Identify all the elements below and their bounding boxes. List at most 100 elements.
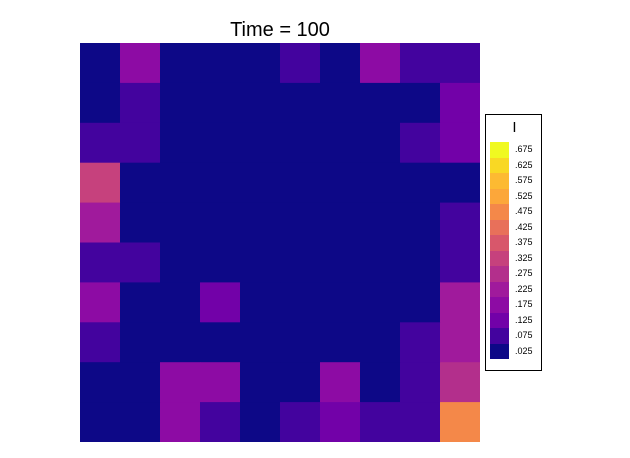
heatmap-cell [400,122,441,164]
heatmap-cell [400,43,441,84]
heatmap-cell [400,362,441,403]
legend-label: .475 [515,206,533,216]
heatmap-cell [440,122,480,164]
heatmap-cell [320,282,361,323]
heatmap-cell [120,282,161,323]
heatmap-cell [120,43,161,84]
heatmap-cell [200,322,241,363]
legend-key: .625 [490,157,533,173]
legend-swatch [490,219,509,235]
heatmap-cell [320,43,361,84]
heatmap-cell [200,362,241,403]
legend: I .675 .625 .575 .525 .475 .425 .375 .325 .275 .2… [485,114,542,371]
heatmap-cell [240,162,281,203]
heatmap-cell [440,82,480,124]
legend-label: .625 [515,159,533,170]
heatmap-cell [320,242,361,283]
legend-swatch [490,157,509,173]
heatmap-cell [360,82,401,124]
heatmap-cell [440,362,480,403]
heatmap-cell [240,122,281,164]
heatmap-cell [440,322,480,363]
legend-swatch [490,266,509,282]
heatmap-cell [280,82,321,124]
heatmap-cell [280,122,321,164]
heatmap-cell [360,242,401,283]
heatmap-cell [280,362,321,403]
legend-key: .475 [490,204,533,220]
legend-label: .025 [515,345,533,356]
legend-swatch [490,312,509,328]
legend-key: .025 [490,343,533,359]
legend-swatch [490,343,509,359]
heatmap-cell [320,122,361,164]
heatmap-cell [200,242,241,283]
legend-key: .525 [490,188,533,204]
heatmap-cell [80,162,121,203]
heatmap-cell [200,43,241,84]
heatmap-cell [240,202,281,243]
legend-key: .125 [490,312,533,328]
heatmap-cell [160,122,201,164]
chart-title: Time = 100 [230,19,330,41]
heatmap-cell [160,162,201,203]
heatmap-cell [320,362,361,403]
heatmap-cell [160,242,201,283]
heatmap-cell [200,82,241,124]
legend-label: .075 [515,330,533,340]
heatmap-cell [400,82,441,124]
legend-label: .125 [515,314,533,325]
heatmap-cell [160,282,201,323]
heatmap-cell [440,202,480,243]
heatmap-cell [440,402,480,442]
legend-swatch [490,204,509,220]
heatmap-cell [360,362,401,403]
heatmap-grid [80,43,480,442]
legend-label: .425 [515,221,533,232]
legend-label: .675 [515,144,533,154]
heatmap-cell [160,362,201,403]
legend-key: .075 [490,328,533,344]
legend-label: .225 [515,283,533,294]
heatmap-cell [280,402,321,442]
heatmap-cell [280,282,321,323]
heatmap-cell [160,402,201,442]
heatmap-cell [280,322,321,363]
heatmap-cell [80,82,121,124]
heatmap-cell [400,242,441,283]
heatmap-cell [120,322,161,363]
heatmap-cell [200,282,241,323]
legend-swatch [490,188,509,204]
heatmap-cell [120,82,161,124]
heatmap-cell [440,282,480,323]
heatmap-cell [400,202,441,243]
legend-key: .575 [490,173,533,189]
heatmap-cell [440,43,480,84]
heatmap-cell [120,362,161,403]
heatmap-cell [400,402,441,442]
heatmap-cell [200,402,241,442]
heatmap-cell [280,242,321,283]
legend-label: .525 [515,190,533,201]
heatmap-cell [320,402,361,442]
heatmap-cell [80,322,121,363]
legend-title: I [512,119,517,136]
legend-swatch [490,328,509,344]
heatmap-cell [200,202,241,243]
heatmap-cell [160,82,201,124]
heatmap-cell [120,402,161,442]
legend-key: .425 [490,219,533,235]
legend-swatch [490,235,509,251]
heatmap-cell [440,162,480,203]
heatmap-cell [360,402,401,442]
heatmap-cell [360,202,401,243]
heatmap-cell [160,202,201,243]
legend-key: .675 [490,142,533,158]
heatmap-cell [440,242,480,283]
heatmap-cell [120,242,161,283]
heatmap-cell [80,362,121,403]
heatmap-cell [240,322,281,363]
legend-swatch [490,142,509,158]
heatmap-cell [240,82,281,124]
legend-label: .325 [515,252,533,263]
